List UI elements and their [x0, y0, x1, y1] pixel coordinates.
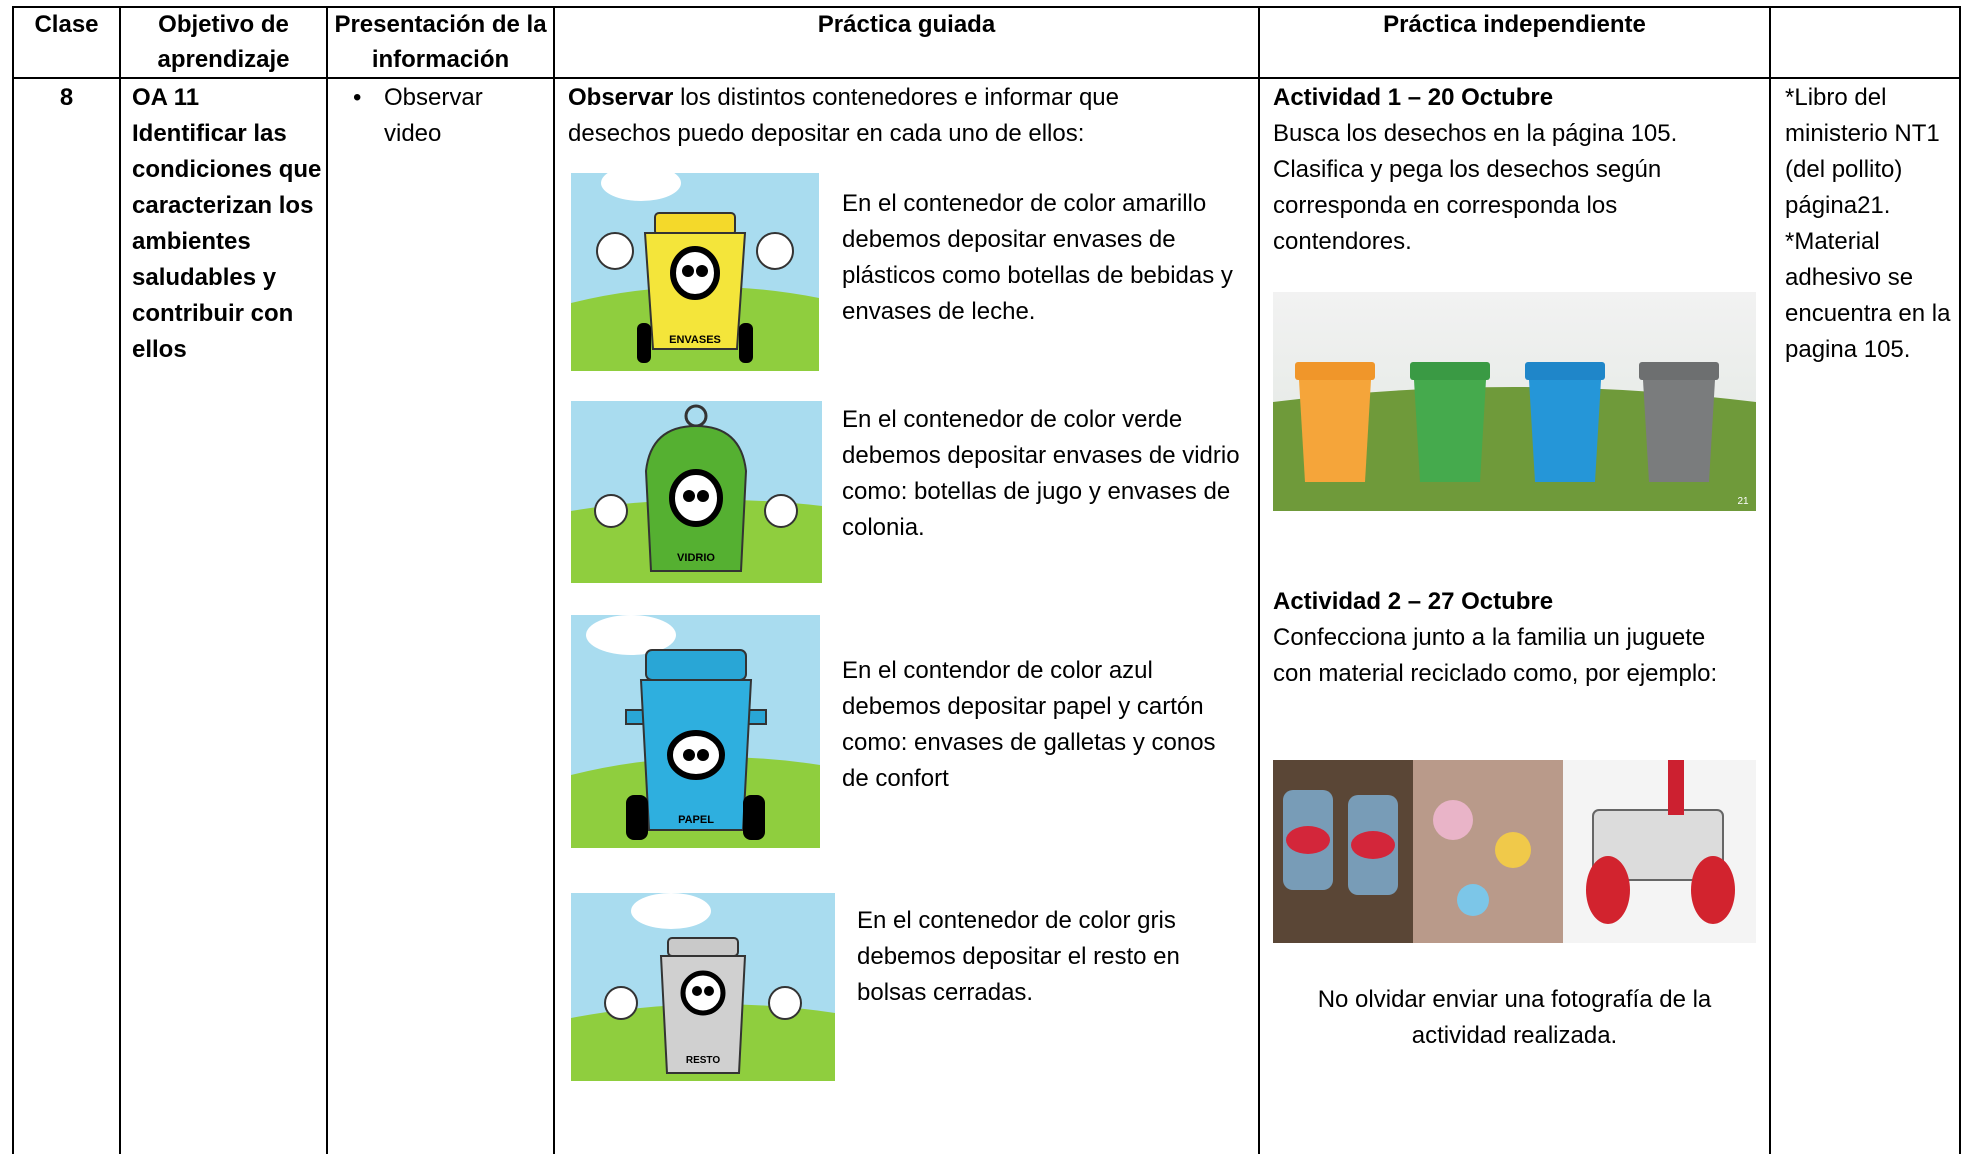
rule [119, 6, 121, 1154]
rule [1959, 6, 1961, 1154]
header-cell: Objetivo de aprendizaje [157, 11, 290, 73]
rule [12, 6, 14, 1154]
bullet: • [353, 84, 362, 111]
photo-label: 21 [1737, 496, 1749, 507]
photo-toys [1273, 760, 1756, 943]
bin-image: VIDRIO [571, 401, 822, 583]
bin-label: ENVASES [669, 334, 721, 346]
resources: *Libro del ministerio NT1 (del pollito) … [1785, 80, 1955, 368]
bin-image: PAPEL [571, 615, 820, 848]
activity-text: Busca los desechos en la página 105. Cla… [1273, 120, 1678, 255]
activity-note-text: No olvidar enviar una fotografía de la a… [1317, 986, 1712, 1049]
bin-image: ENVASES [571, 173, 819, 371]
header-cell: Práctica independiente [1383, 11, 1646, 38]
guided-item-text: En el contendor de color azul debemos de… [842, 657, 1216, 792]
bin-label: PAPEL [678, 814, 714, 826]
rule [12, 6, 1961, 8]
guided-intro-text: los distintos contenedores e informar qu… [568, 84, 1119, 147]
bin-label: RESTO [686, 1055, 720, 1066]
objective-code: OA 11 [132, 84, 200, 111]
photo-bins: 21 [1273, 292, 1756, 511]
activity-title: Actividad 1 – 20 Octubre [1273, 84, 1554, 111]
rule [1769, 6, 1771, 1154]
bin-label: VIDRIO [677, 552, 715, 564]
guided-item-text: En el contenedor de color amarillo debem… [842, 190, 1233, 325]
rule [1258, 6, 1260, 1154]
activity-text: Confecciona junto a la familia un juguet… [1273, 624, 1718, 687]
objective-text: Identificar las condiciones que caracter… [132, 120, 322, 363]
class-number: 8 [59, 84, 74, 111]
header-cell: Práctica guiada [817, 11, 996, 38]
guided-item-text: En el contenedor de color gris debemos d… [857, 907, 1180, 1006]
bin-image: RESTO [571, 893, 835, 1081]
guided-intro: Observar los distintos contenedores e in… [568, 80, 1208, 152]
header-cell: Presentación de la información [334, 11, 547, 73]
objective: OA 11 Identificar las condiciones que ca… [132, 80, 322, 368]
activity-note: No olvidar enviar una fotografía de la a… [1260, 982, 1769, 1054]
rule [326, 6, 328, 1154]
presentation-item: Observar video [384, 84, 483, 147]
guided-item-text: En el contenedor de color verde debemos … [842, 406, 1240, 541]
rule [553, 6, 555, 1154]
resource-item: *Material adhesivo se encuentra en la pa… [1785, 228, 1951, 363]
resource-item: *Libro del ministerio NT1 (del pollito) … [1785, 84, 1940, 219]
header-cell: Clase [34, 11, 99, 38]
activity-title: Actividad 2 – 27 Octubre [1273, 588, 1554, 615]
rule [12, 77, 1961, 79]
guided-intro-bold: Observar [568, 84, 674, 111]
